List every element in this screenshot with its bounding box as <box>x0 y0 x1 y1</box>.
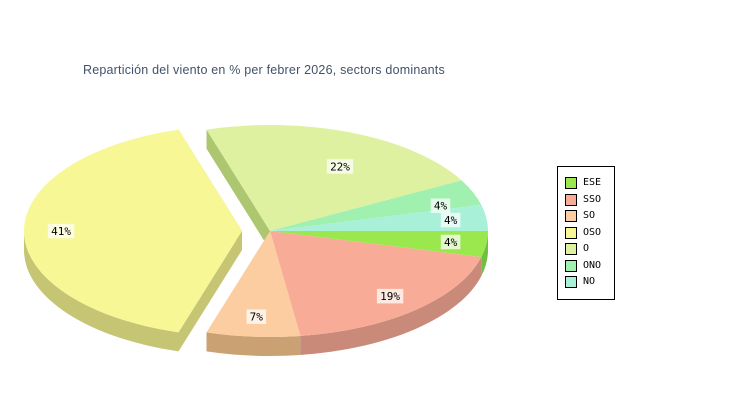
slice-label-text: 22% <box>330 160 350 173</box>
legend-item-OSO: OSO <box>565 225 611 242</box>
slice-label-SO: 7% <box>246 309 267 324</box>
pie-slice-ONO <box>270 180 482 231</box>
legend-label-NO: NO <box>583 276 596 288</box>
pie-slice-SO <box>206 231 301 338</box>
slice-label-ESE: 4% <box>440 234 461 250</box>
pie-rim-SO <box>206 332 301 357</box>
slice-label-text: 4% <box>434 200 448 213</box>
legend-item-ESE: ESE <box>565 175 611 192</box>
slice-label-O: 22% <box>326 159 354 174</box>
legend-swatch-ONO <box>565 259 577 272</box>
legend-swatch-SO <box>565 210 577 223</box>
legend-label-ESE: ESE <box>583 177 602 189</box>
legend-item-SSO: SSO <box>565 192 611 209</box>
legend-label-ONO: ONO <box>583 259 602 271</box>
pie-rim-OSO <box>24 231 179 352</box>
legend-swatch-ESE <box>565 177 577 190</box>
chart-title: Repartición del viento en % per febrer 2… <box>83 63 445 77</box>
pie-slice-SSO <box>270 231 482 336</box>
legend-label-SSO: SSO <box>583 193 602 205</box>
slice-label-text: 4% <box>444 236 458 249</box>
slice-label-text: 4% <box>444 214 458 227</box>
legend-item-SO: SO <box>565 208 611 225</box>
legend-label-OSO: OSO <box>583 226 602 238</box>
legend-swatch-O <box>565 243 577 256</box>
legend-item-NO: NO <box>565 274 611 291</box>
pie-slice-OSO <box>24 129 242 333</box>
legend-swatch-OSO <box>565 226 577 239</box>
pie-slice-ESE <box>270 231 489 258</box>
pie-cutface-O <box>206 129 270 250</box>
pie-cutface-OSO <box>178 231 242 352</box>
legend-swatch-SSO <box>565 193 577 206</box>
slice-label-SSO: 19% <box>376 288 404 304</box>
pie-rim-ESE <box>481 231 489 277</box>
slice-label-text: 7% <box>250 311 264 324</box>
pie-rim-SSO <box>300 257 482 355</box>
slice-label-ONO: 4% <box>430 198 451 213</box>
legend-item-ONO: ONO <box>565 258 611 275</box>
legend-label-O: O <box>583 243 590 255</box>
slice-label-OSO: 41% <box>47 223 75 239</box>
legend-box: ESE SSO SO OSO O ONO NO <box>557 166 615 300</box>
slice-label-NO: 4% <box>440 212 461 228</box>
pie-slice-O <box>206 124 462 231</box>
legend-swatch-NO <box>565 276 577 289</box>
legend-item-O: O <box>565 241 611 258</box>
legend-label-SO: SO <box>583 210 596 222</box>
slice-label-text: 19% <box>380 290 400 303</box>
slice-label-text: 41% <box>51 225 71 238</box>
